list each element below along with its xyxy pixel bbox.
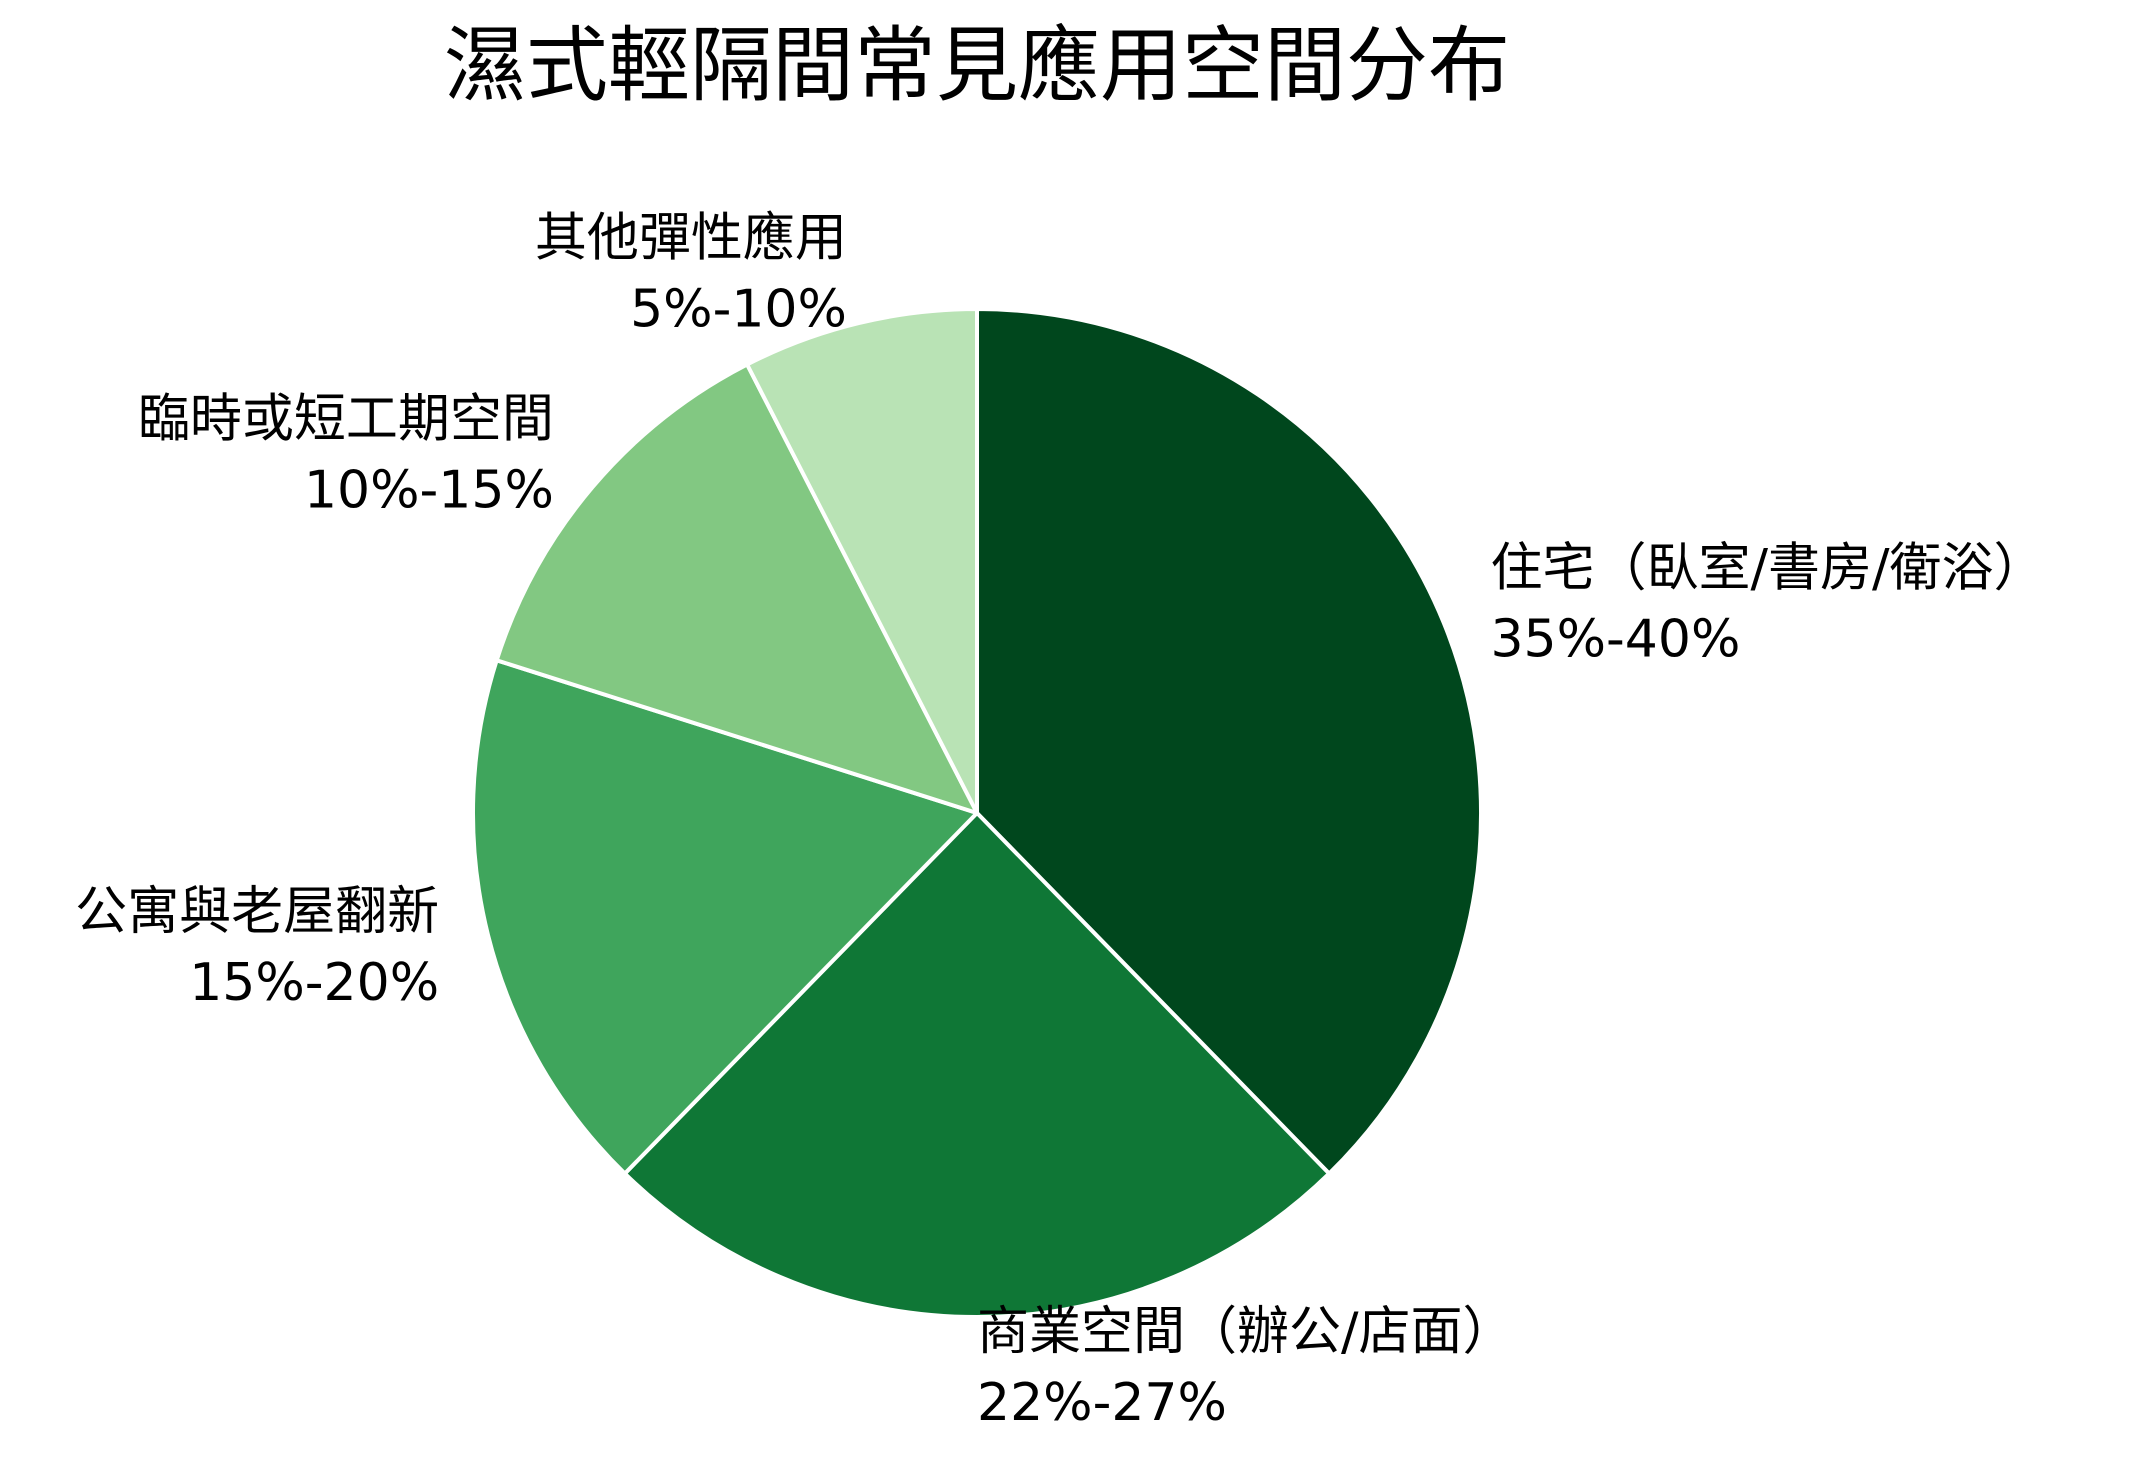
- pie-slice-temporary-space: [494, 362, 979, 815]
- slice-label-other-flexible-range: 5%-10%: [630, 280, 847, 340]
- slice-label-commercial-range: 22%-27%: [977, 1373, 1227, 1433]
- chart-title: 濕式輕隔間常見應用空間分布: [444, 19, 1510, 114]
- slice-label-temporary-space-range: 10%-15%: [304, 460, 554, 520]
- slice-label-apartment-renovation: 公寓與老屋翻新 15%-20%: [75, 882, 439, 1013]
- slice-label-temporary-space: 臨時或短工期空間 10%-15%: [138, 389, 554, 520]
- slice-label-apartment-renovation-range: 15%-20%: [189, 953, 439, 1013]
- slice-label-other-flexible-name: 其他彈性應用: [535, 209, 847, 269]
- pie-slices: [471, 307, 1483, 1320]
- slice-label-residential-range: 35%-40%: [1490, 609, 1740, 669]
- slice-label-apartment-renovation-name: 公寓與老屋翻新: [75, 882, 439, 942]
- pie-slice-apartment-renovation: [471, 658, 979, 1176]
- slice-label-residential: 住宅（臥室/書房/衛浴） 35%-40%: [1490, 538, 2045, 669]
- slice-label-other-flexible: 其他彈性應用 5%-10%: [535, 209, 847, 340]
- pie-labels: 住宅（臥室/書房/衛浴） 35%-40% 商業空間（辦公/店面） 22%-27%…: [75, 209, 2045, 1433]
- slice-label-residential-name: 住宅（臥室/書房/衛浴）: [1490, 538, 2045, 598]
- slice-label-commercial-name: 商業空間（辦公/店面）: [977, 1302, 1515, 1362]
- slice-label-commercial: 商業空間（辦公/店面） 22%-27%: [977, 1302, 1515, 1433]
- pie-slice-residential: [975, 307, 1483, 1176]
- pie-slice-commercial: [622, 811, 1332, 1320]
- pie-slice-other-flexible: [745, 307, 979, 815]
- slice-label-temporary-space-name: 臨時或短工期空間: [138, 389, 554, 449]
